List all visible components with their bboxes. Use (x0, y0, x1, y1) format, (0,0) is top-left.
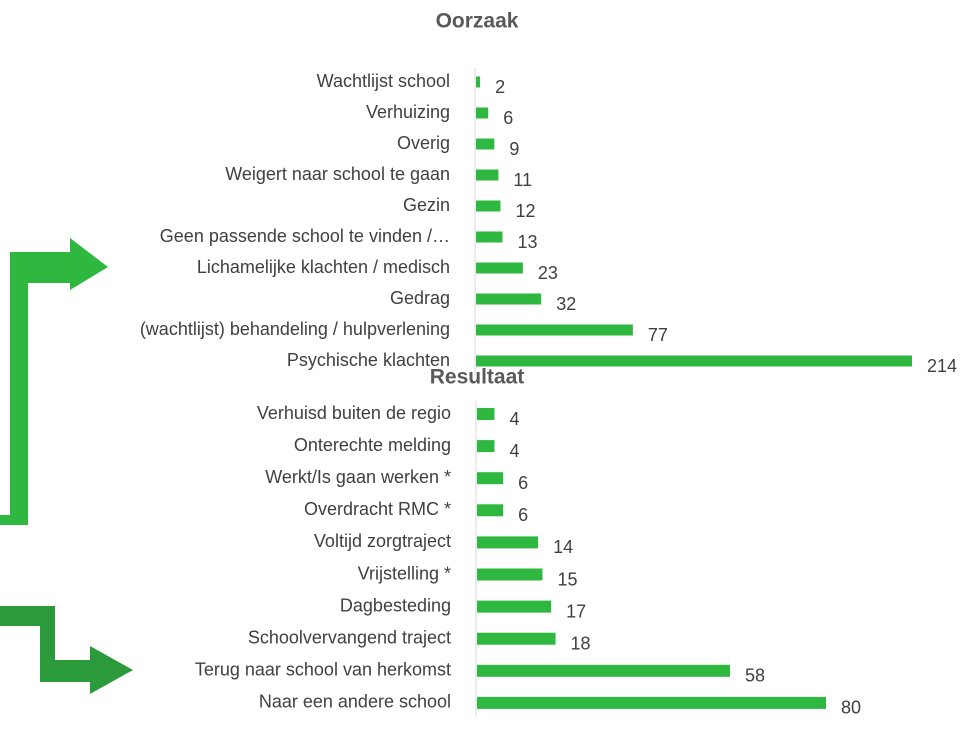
category-label: Vrijstelling * (358, 563, 451, 583)
category-label: Weigert naar school te gaan (225, 164, 450, 184)
category-label: Overdracht RMC * (304, 499, 451, 519)
category-label: Schoolvervangend traject (248, 627, 451, 647)
bar (477, 440, 495, 453)
category-label: Terug naar school van herkomst (195, 660, 451, 680)
value-label: 14 (553, 537, 573, 557)
bar (476, 76, 481, 88)
category-label: Wachtlijst school (317, 71, 450, 91)
value-label: 15 (557, 569, 577, 589)
category-label: Verhuisd buiten de regio (257, 403, 451, 423)
bar (477, 504, 504, 517)
category-label: Naar een andere school (259, 692, 451, 712)
value-label: 6 (518, 473, 528, 493)
value-label: 17 (566, 601, 586, 621)
value-label: 13 (517, 232, 537, 252)
value-label: 4 (509, 441, 519, 461)
bar (477, 632, 556, 645)
category-label: Dagbesteding (340, 595, 451, 615)
bar (477, 568, 543, 581)
bar (477, 536, 539, 549)
value-label: 12 (515, 201, 535, 221)
category-label: Gezin (403, 195, 450, 215)
value-label: 18 (571, 633, 591, 653)
bar (476, 231, 503, 243)
value-label: 80 (841, 698, 861, 718)
value-label: 11 (513, 170, 532, 190)
category-label: Onterechte melding (294, 435, 451, 455)
category-label: Overig (397, 133, 450, 153)
chart-title: Resultaat (430, 366, 525, 389)
bar (476, 138, 495, 150)
bar (476, 355, 912, 367)
bar (476, 107, 489, 119)
category-label: Werkt/Is gaan werken * (265, 467, 451, 487)
value-label: 23 (538, 263, 558, 283)
category-label: Psychische klachten (287, 350, 450, 370)
value-label: 9 (509, 139, 519, 159)
bar (476, 293, 542, 305)
bar (477, 600, 552, 613)
category-label: Voltijd zorgtraject (314, 531, 451, 551)
bar (476, 169, 499, 181)
arrow (0, 606, 133, 694)
bar (476, 262, 523, 274)
bar (477, 408, 495, 420)
category-label: Geen passende school te vinden /… (160, 226, 450, 246)
bar (477, 664, 731, 677)
bar (477, 696, 826, 709)
arrow (0, 238, 108, 525)
value-label: 58 (745, 666, 765, 686)
value-label: 2 (495, 77, 505, 97)
category-label: Gedrag (390, 288, 450, 308)
value-label: 4 (509, 409, 519, 429)
category-label: (wachtlijst) behandeling / hulpverlening (140, 319, 450, 339)
value-label: 214 (927, 356, 957, 376)
bar (476, 324, 633, 336)
chart-title: Oorzaak (436, 10, 519, 33)
value-label: 6 (503, 108, 513, 128)
value-label: 77 (648, 325, 668, 345)
category-label: Verhuizing (366, 102, 450, 122)
value-label: 32 (556, 294, 576, 314)
bar (476, 200, 501, 212)
category-label: Lichamelijke klachten / medisch (197, 257, 450, 277)
bar (477, 472, 504, 485)
value-label: 6 (518, 505, 528, 525)
